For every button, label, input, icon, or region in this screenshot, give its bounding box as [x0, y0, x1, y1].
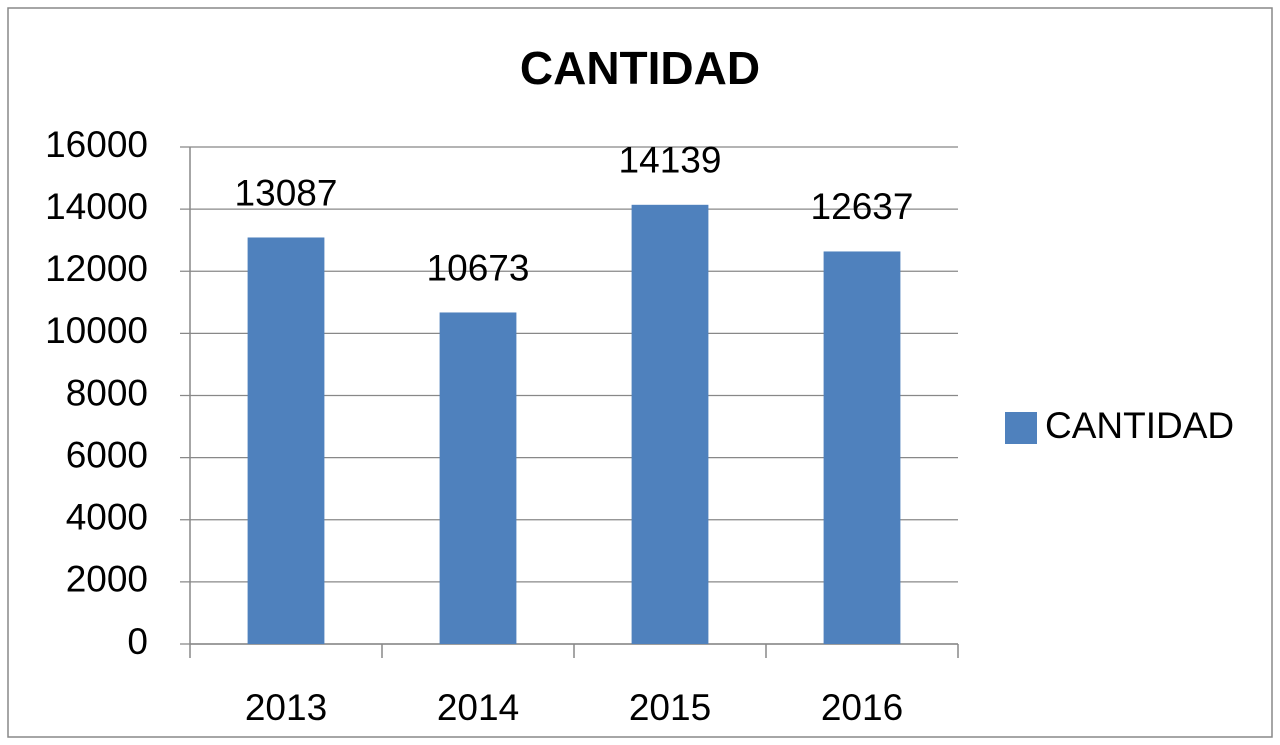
y-tick-label: 14000: [45, 186, 148, 227]
bar: [439, 312, 517, 644]
y-tick-label: 10000: [45, 310, 148, 351]
legend-label: CANTIDAD: [1045, 405, 1234, 446]
data-label: 13087: [235, 172, 338, 213]
y-tick-label: 8000: [66, 372, 148, 413]
legend-swatch: [1005, 412, 1037, 444]
y-tick-label: 6000: [66, 434, 148, 475]
x-tick-label: 2015: [629, 687, 711, 728]
y-tick-label: 4000: [66, 497, 148, 538]
chart-title: CANTIDAD: [520, 42, 760, 94]
y-tick-label: 16000: [45, 124, 148, 165]
data-label: 12637: [811, 186, 914, 227]
x-tick-label: 2013: [245, 687, 327, 728]
bar: [823, 251, 901, 644]
x-tick-label: 2014: [437, 687, 519, 728]
x-tick-label: 2016: [821, 687, 903, 728]
data-label: 10673: [427, 247, 530, 288]
bar: [631, 204, 709, 644]
bar: [247, 237, 325, 645]
data-label: 14139: [619, 140, 722, 181]
y-tick-label: 2000: [66, 559, 148, 600]
y-tick-label: 0: [127, 621, 148, 662]
y-tick-label: 12000: [45, 248, 148, 289]
